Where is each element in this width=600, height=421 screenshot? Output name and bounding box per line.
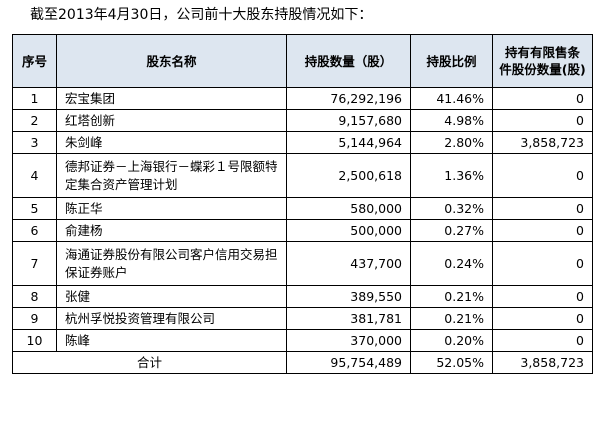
row-shares: 9,157,680 bbox=[286, 109, 411, 132]
row-shares: 580,000 bbox=[286, 197, 411, 220]
row-shares: 381,781 bbox=[286, 307, 411, 330]
table-row: 3 朱剑峰 5,144,964 2.80% 3,858,723 bbox=[12, 131, 593, 154]
row-ratio: 41.46% bbox=[410, 87, 493, 110]
row-no: 5 bbox=[12, 197, 57, 220]
header-restricted: 持有有限售条件股份数量(股) bbox=[492, 34, 593, 88]
row-ratio: 0.21% bbox=[410, 307, 493, 330]
total-label: 合计 bbox=[12, 351, 287, 374]
row-shares: 370,000 bbox=[286, 329, 411, 352]
table-row: 4 德邦证券－上海银行－蝶彩１号限额特定集合资产管理计划 2,500,618 1… bbox=[12, 153, 593, 198]
row-ratio: 0.32% bbox=[410, 197, 493, 220]
row-shares: 500,000 bbox=[286, 219, 411, 242]
row-shares: 5,144,964 bbox=[286, 131, 411, 154]
row-name: 德邦证券－上海银行－蝶彩１号限额特定集合资产管理计划 bbox=[56, 153, 287, 198]
row-restricted: 0 bbox=[492, 153, 593, 198]
table-row: 1 宏宝集团 76,292,196 41.46% 0 bbox=[12, 87, 593, 110]
row-ratio: 0.21% bbox=[410, 285, 493, 308]
row-name: 陈正华 bbox=[56, 197, 287, 220]
row-shares: 76,292,196 bbox=[286, 87, 411, 110]
row-ratio: 0.24% bbox=[410, 241, 493, 286]
row-no: 4 bbox=[12, 153, 57, 198]
table-row: 2 红塔创新 9,157,680 4.98% 0 bbox=[12, 109, 593, 132]
row-name: 杭州孚悦投资管理有限公司 bbox=[56, 307, 287, 330]
header-no: 序号 bbox=[12, 34, 57, 88]
row-no: 10 bbox=[12, 329, 57, 352]
row-name: 俞建杨 bbox=[56, 219, 287, 242]
total-restricted: 3,858,723 bbox=[492, 351, 593, 374]
row-ratio: 2.80% bbox=[410, 131, 493, 154]
row-ratio: 0.20% bbox=[410, 329, 493, 352]
row-restricted: 0 bbox=[492, 109, 593, 132]
row-no: 1 bbox=[12, 87, 57, 110]
row-restricted: 0 bbox=[492, 329, 593, 352]
table-row: 8 张健 389,550 0.21% 0 bbox=[12, 285, 593, 308]
row-shares: 389,550 bbox=[286, 285, 411, 308]
row-ratio: 1.36% bbox=[410, 153, 493, 198]
table-row: 10 陈峰 370,000 0.20% 0 bbox=[12, 329, 593, 352]
intro-text: 截至2013年4月30日，公司前十大股东持股情况如下： bbox=[30, 7, 373, 23]
table-row: 9 杭州孚悦投资管理有限公司 381,781 0.21% 0 bbox=[12, 307, 593, 330]
row-name: 宏宝集团 bbox=[56, 87, 287, 110]
row-restricted: 0 bbox=[492, 197, 593, 220]
table-row: 7 海通证券股份有限公司客户信用交易担保证券账户 437,700 0.24% 0 bbox=[12, 241, 593, 286]
header-shares: 持股数量（股） bbox=[286, 34, 411, 88]
header-ratio: 持股比例 bbox=[410, 34, 493, 88]
row-shares: 2,500,618 bbox=[286, 153, 411, 198]
table-total-row: 合计 95,754,489 52.05% 3,858,723 bbox=[12, 351, 593, 374]
row-name: 朱剑峰 bbox=[56, 131, 287, 154]
row-no: 2 bbox=[12, 109, 57, 132]
row-no: 3 bbox=[12, 131, 57, 154]
top-ten-shareholders-table: 序号 股东名称 持股数量（股） 持股比例 持有有限售条件股份数量(股) 1 宏宝… bbox=[12, 34, 593, 374]
row-shares: 437,700 bbox=[286, 241, 411, 286]
total-ratio: 52.05% bbox=[410, 351, 493, 374]
row-name: 红塔创新 bbox=[56, 109, 287, 132]
row-ratio: 0.27% bbox=[410, 219, 493, 242]
row-restricted: 0 bbox=[492, 307, 593, 330]
row-ratio: 4.98% bbox=[410, 109, 493, 132]
row-restricted: 0 bbox=[492, 219, 593, 242]
row-no: 9 bbox=[12, 307, 57, 330]
table-header-row: 序号 股东名称 持股数量（股） 持股比例 持有有限售条件股份数量(股) bbox=[12, 34, 593, 88]
table-row: 5 陈正华 580,000 0.32% 0 bbox=[12, 197, 593, 220]
row-name: 海通证券股份有限公司客户信用交易担保证券账户 bbox=[56, 241, 287, 286]
total-shares: 95,754,489 bbox=[286, 351, 411, 374]
row-no: 6 bbox=[12, 219, 57, 242]
table-row: 6 俞建杨 500,000 0.27% 0 bbox=[12, 219, 593, 242]
row-no: 7 bbox=[12, 241, 57, 286]
row-restricted: 0 bbox=[492, 241, 593, 286]
row-name: 张健 bbox=[56, 285, 287, 308]
row-restricted: 3,858,723 bbox=[492, 131, 593, 154]
row-restricted: 0 bbox=[492, 285, 593, 308]
row-restricted: 0 bbox=[492, 87, 593, 110]
row-no: 8 bbox=[12, 285, 57, 308]
header-name: 股东名称 bbox=[56, 34, 287, 88]
row-name: 陈峰 bbox=[56, 329, 287, 352]
